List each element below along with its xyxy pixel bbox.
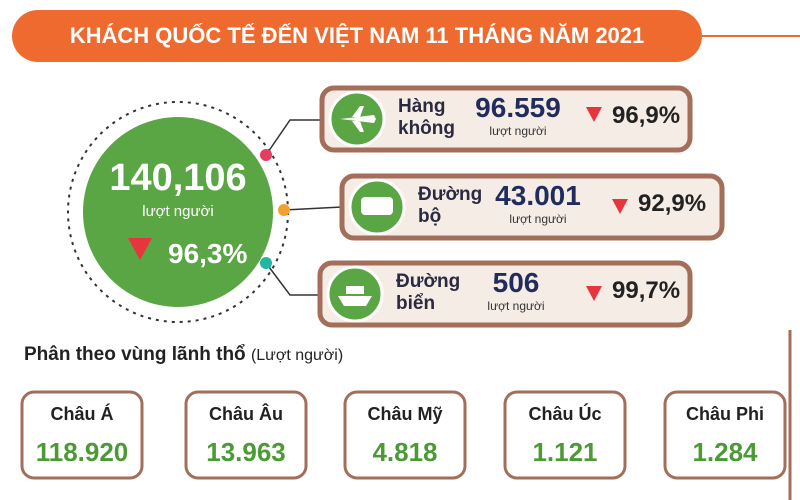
mode-name: biển [396, 293, 436, 314]
mode-change: 96,9% [612, 102, 681, 129]
ship [338, 286, 372, 306]
mode-name: Hàng [398, 96, 446, 117]
mode-unit: lượt người [509, 212, 567, 226]
bus [361, 197, 393, 215]
title: KHÁCH QUỐC TẾ ĐẾN VIỆT NAM 11 THÁNG NĂM … [69, 23, 645, 48]
section-unit: (Lượt người) [250, 347, 344, 364]
connector [283, 206, 343, 211]
connector [265, 262, 320, 296]
region-value: 4.818 [372, 437, 438, 467]
total-unit: lượt người [142, 203, 214, 220]
region-name: Châu Phi [685, 404, 764, 424]
mode-name: Đường [396, 271, 461, 292]
region-card [343, 390, 467, 480]
mode-unit: lượt người [487, 299, 545, 313]
dot [278, 204, 290, 216]
mode-name: Đường [418, 184, 483, 205]
region-card [184, 390, 308, 480]
title-pill [12, 10, 702, 62]
total-change: 96,3% [168, 238, 248, 269]
region-card [663, 390, 787, 480]
region-name: Châu Âu [209, 404, 283, 424]
region-name: Châu Á [50, 404, 114, 424]
mode-change: 99,7% [612, 277, 681, 304]
mode-value: 506 [492, 267, 540, 298]
region-value: 1.284 [692, 437, 758, 467]
region-name: Châu Úc [528, 404, 602, 424]
mode-name: không [398, 118, 455, 139]
region-value: 13.963 [206, 437, 286, 467]
mode-change: 92,9% [638, 190, 707, 217]
dot [260, 257, 272, 269]
section-title: Phân theo vùng lãnh thổ (Lượt người) [24, 344, 343, 366]
region-name: Châu Mỹ [367, 404, 443, 424]
down-arrow [128, 238, 152, 260]
mode-box [317, 260, 693, 328]
mode-unit: lượt người [489, 124, 547, 138]
down-arrow [586, 107, 628, 301]
connector [265, 119, 322, 156]
dot [260, 149, 272, 161]
region-card [20, 390, 144, 480]
mode-box [319, 85, 693, 153]
total-value: 140,106 [109, 157, 247, 199]
region-value: 1.121 [532, 437, 598, 467]
mode-name: bộ [418, 206, 442, 227]
mode-value: 43.001 [495, 180, 581, 211]
mode-box [339, 173, 725, 241]
plane [340, 106, 376, 132]
section-name: Phân theo vùng lãnh thổ [24, 344, 246, 365]
total-circle [83, 117, 273, 307]
region-value: 118.920 [35, 437, 129, 467]
region-card [503, 390, 627, 480]
mode-value: 96.559 [475, 92, 561, 123]
